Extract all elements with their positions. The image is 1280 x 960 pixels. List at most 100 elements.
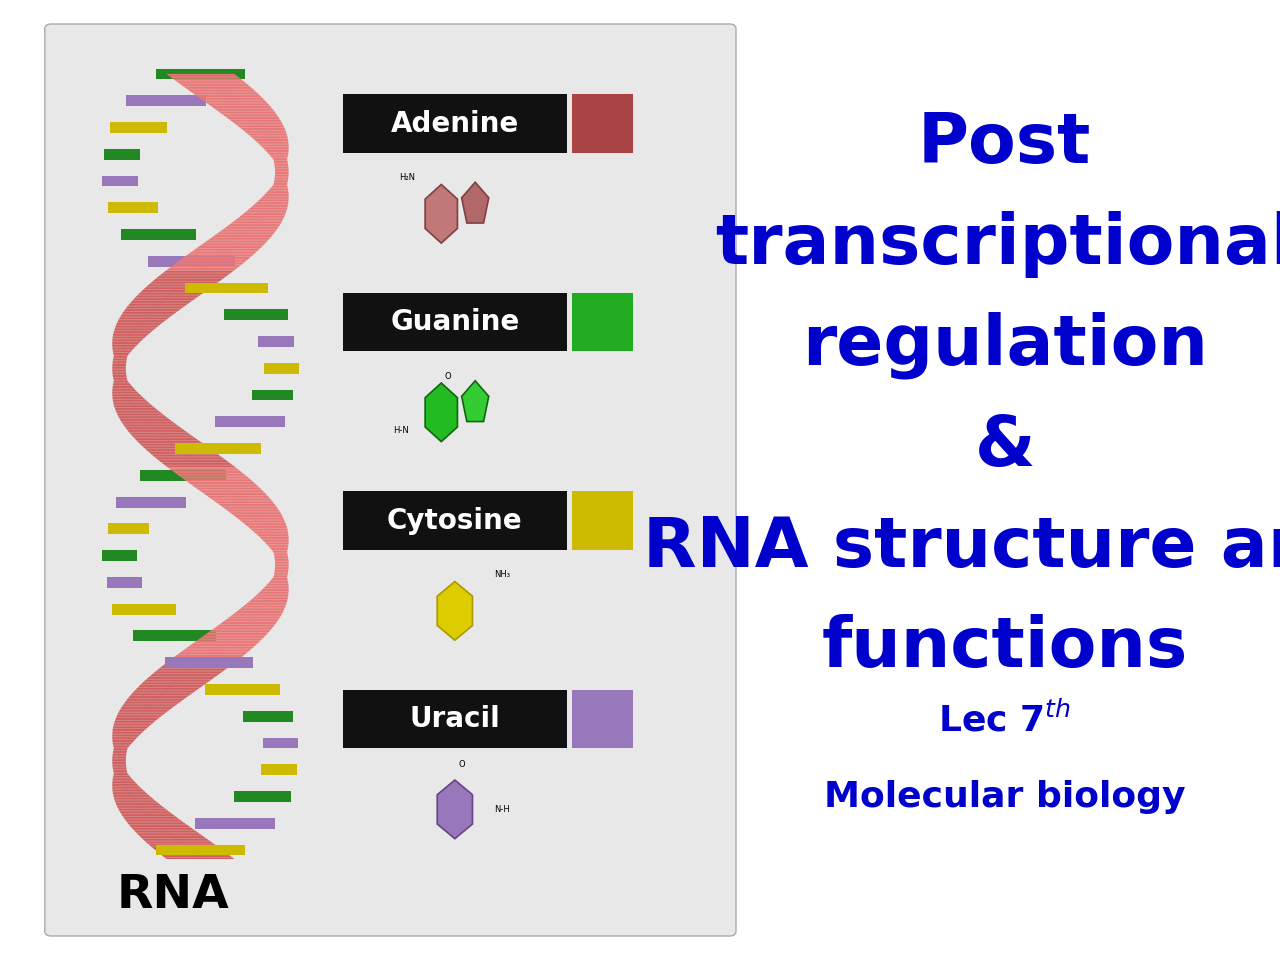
Polygon shape <box>215 417 285 427</box>
Polygon shape <box>127 95 206 107</box>
Polygon shape <box>113 377 127 379</box>
Polygon shape <box>242 129 285 131</box>
Polygon shape <box>196 640 261 642</box>
Polygon shape <box>275 568 288 569</box>
Polygon shape <box>205 684 280 695</box>
Polygon shape <box>137 441 201 442</box>
Polygon shape <box>150 675 218 677</box>
Polygon shape <box>119 318 169 320</box>
Text: H₂N: H₂N <box>399 173 415 182</box>
Text: regulation: regulation <box>801 312 1208 379</box>
Bar <box>572 94 634 153</box>
Polygon shape <box>262 588 289 590</box>
Polygon shape <box>170 266 239 268</box>
Polygon shape <box>120 229 196 240</box>
Polygon shape <box>224 508 279 510</box>
Text: H-N: H-N <box>393 426 408 435</box>
Polygon shape <box>246 603 287 604</box>
Polygon shape <box>113 781 136 783</box>
Polygon shape <box>165 658 253 668</box>
Polygon shape <box>274 178 288 180</box>
Polygon shape <box>125 820 182 821</box>
Polygon shape <box>114 798 154 800</box>
Polygon shape <box>172 470 242 472</box>
Polygon shape <box>113 398 145 399</box>
Polygon shape <box>120 813 173 815</box>
Polygon shape <box>274 571 288 573</box>
Polygon shape <box>236 124 284 126</box>
Polygon shape <box>116 323 163 324</box>
Polygon shape <box>113 357 127 359</box>
Polygon shape <box>257 535 289 537</box>
Polygon shape <box>200 491 265 492</box>
Polygon shape <box>116 716 161 717</box>
Polygon shape <box>111 342 141 343</box>
Polygon shape <box>271 549 288 551</box>
Polygon shape <box>204 101 266 102</box>
Polygon shape <box>261 197 289 198</box>
Polygon shape <box>127 429 186 431</box>
Polygon shape <box>273 184 287 185</box>
Polygon shape <box>275 170 288 172</box>
Polygon shape <box>140 469 227 481</box>
Polygon shape <box>114 330 152 332</box>
Polygon shape <box>150 453 219 455</box>
Polygon shape <box>138 835 204 837</box>
Polygon shape <box>134 830 197 832</box>
Polygon shape <box>113 604 177 614</box>
Polygon shape <box>113 403 150 404</box>
Polygon shape <box>154 278 223 280</box>
Polygon shape <box>114 771 127 773</box>
Polygon shape <box>261 764 297 775</box>
Polygon shape <box>212 107 273 108</box>
Polygon shape <box>123 310 179 311</box>
Polygon shape <box>187 253 255 254</box>
Polygon shape <box>256 534 289 535</box>
Polygon shape <box>111 343 138 345</box>
Polygon shape <box>206 633 269 634</box>
Polygon shape <box>264 148 289 150</box>
Polygon shape <box>120 420 173 421</box>
Polygon shape <box>111 734 140 736</box>
Polygon shape <box>216 110 275 111</box>
Polygon shape <box>137 686 202 687</box>
Polygon shape <box>132 436 195 438</box>
Polygon shape <box>198 490 262 491</box>
Polygon shape <box>192 251 259 252</box>
Polygon shape <box>250 135 288 137</box>
Polygon shape <box>201 244 265 246</box>
Polygon shape <box>163 856 232 857</box>
Polygon shape <box>177 473 246 475</box>
Polygon shape <box>204 634 268 636</box>
Polygon shape <box>138 442 204 444</box>
Polygon shape <box>175 655 244 656</box>
Polygon shape <box>143 288 210 290</box>
Polygon shape <box>232 222 282 224</box>
Polygon shape <box>259 336 293 347</box>
Polygon shape <box>274 574 288 576</box>
Polygon shape <box>253 204 288 206</box>
Polygon shape <box>243 522 287 524</box>
Polygon shape <box>259 143 289 145</box>
Polygon shape <box>195 94 261 96</box>
Polygon shape <box>113 333 148 335</box>
Polygon shape <box>151 673 220 675</box>
Polygon shape <box>160 274 229 276</box>
Polygon shape <box>275 172 288 173</box>
Polygon shape <box>133 631 216 641</box>
Polygon shape <box>115 411 160 412</box>
Polygon shape <box>145 448 211 450</box>
Polygon shape <box>218 625 275 626</box>
Polygon shape <box>274 182 288 184</box>
Polygon shape <box>275 173 288 175</box>
Polygon shape <box>274 555 288 557</box>
Polygon shape <box>438 780 472 839</box>
Polygon shape <box>127 823 186 825</box>
Polygon shape <box>101 550 137 561</box>
Polygon shape <box>248 601 288 603</box>
Polygon shape <box>114 404 152 406</box>
Polygon shape <box>237 611 284 612</box>
Polygon shape <box>173 264 242 266</box>
Polygon shape <box>113 796 151 798</box>
Polygon shape <box>275 569 288 571</box>
